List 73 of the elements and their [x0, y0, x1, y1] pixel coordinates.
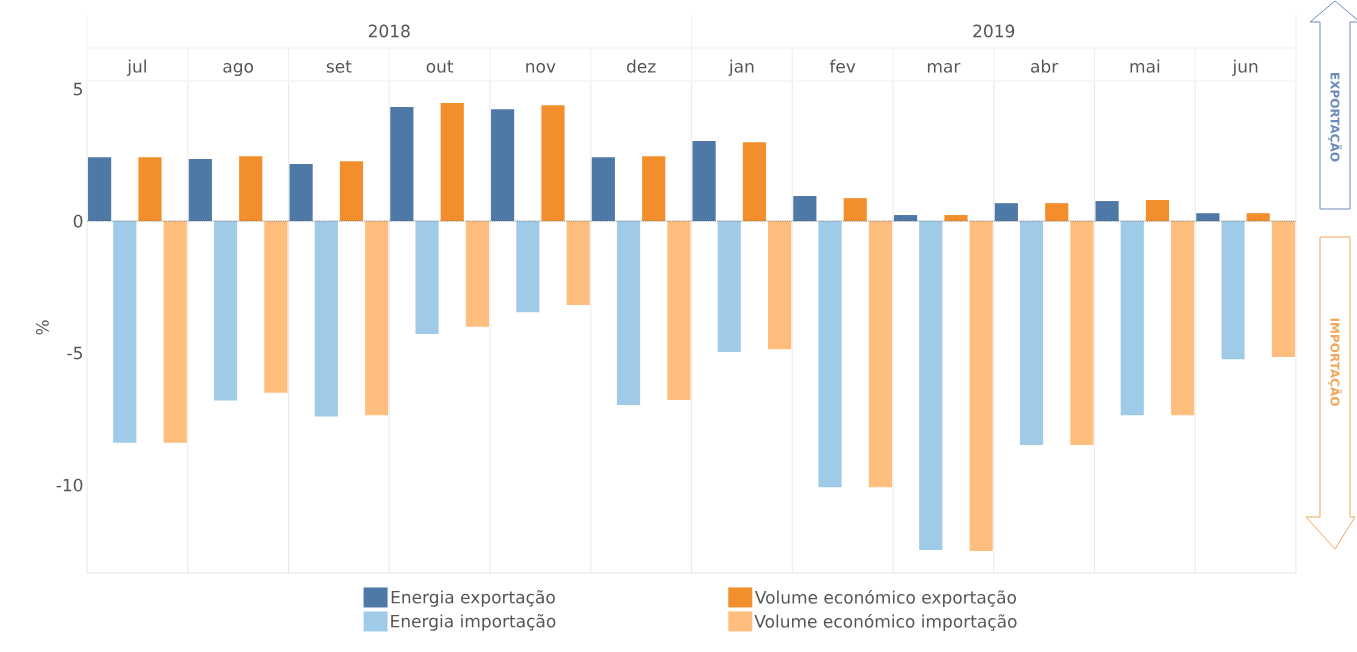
bar [768, 221, 792, 350]
bar [591, 157, 615, 222]
bar [1246, 213, 1270, 222]
x-tick-label: fev [829, 59, 856, 73]
y-tick-label: 0 [73, 214, 83, 228]
x-tick-label: dez [626, 59, 656, 73]
bar [793, 196, 817, 222]
bar [213, 221, 238, 401]
bar [742, 142, 767, 222]
bar [163, 221, 187, 443]
bar [415, 221, 439, 335]
text: EXPORTAÇÃO [1328, 73, 1342, 162]
bar [1196, 213, 1220, 222]
bar [491, 109, 515, 222]
text: 2018 [368, 24, 410, 38]
bar [339, 161, 364, 222]
y-tick-label: 5 [73, 82, 82, 96]
bar [88, 157, 112, 222]
y-axis-title: % [35, 320, 49, 335]
bar [868, 221, 892, 488]
y-tick-label: -5 [67, 346, 82, 360]
x-tick-label: ago [223, 63, 254, 77]
bar [969, 221, 993, 552]
bar [516, 221, 540, 313]
x-tick-label: jul [126, 59, 146, 77]
bar [894, 215, 918, 222]
text: IMPORTAÇÃO [1328, 318, 1342, 406]
x-tick-label: mai [1130, 59, 1160, 73]
x-tick-label: set [326, 60, 352, 73]
x-tick-label: jun [1232, 59, 1258, 77]
x-tick-label: abr [1031, 59, 1059, 73]
bar [919, 221, 943, 551]
legend-label: Volume económico exportação [754, 589, 1017, 608]
bar [667, 221, 691, 401]
x-tick-label: mar [927, 63, 961, 73]
bar [566, 221, 590, 306]
x-tick-label: nov [526, 63, 556, 73]
bar [390, 107, 414, 222]
bar [138, 157, 162, 222]
bar [692, 141, 716, 222]
bar [1171, 221, 1195, 416]
bar [1271, 221, 1295, 358]
bar [1045, 203, 1069, 222]
x-tick-label: jan [728, 59, 754, 77]
bar [616, 221, 641, 406]
bar [113, 221, 137, 443]
bar [239, 156, 263, 222]
legend-label: Energia exportação [391, 590, 555, 607]
bar [717, 221, 741, 353]
legend-label: Energia importação [391, 614, 556, 631]
bar [1120, 221, 1144, 416]
bar [818, 221, 842, 488]
bar [1019, 221, 1044, 445]
y-tick-label: -10 [56, 478, 83, 492]
bar [994, 203, 1018, 222]
bar [440, 103, 464, 222]
bar [1221, 221, 1245, 360]
x-tick-label: out [426, 60, 454, 73]
bar [264, 221, 288, 393]
bar [1095, 201, 1119, 222]
bar [642, 156, 666, 222]
bar [944, 215, 968, 222]
bar [465, 221, 489, 327]
bar [1070, 221, 1094, 445]
bar [541, 105, 565, 222]
text: 2019 [973, 24, 1015, 38]
bar [188, 159, 212, 222]
bar [1145, 199, 1170, 222]
bar [843, 198, 867, 222]
bar [289, 164, 313, 222]
bar [314, 221, 338, 417]
legend-label: Volume económico importação [754, 613, 1017, 632]
bar [365, 221, 389, 416]
